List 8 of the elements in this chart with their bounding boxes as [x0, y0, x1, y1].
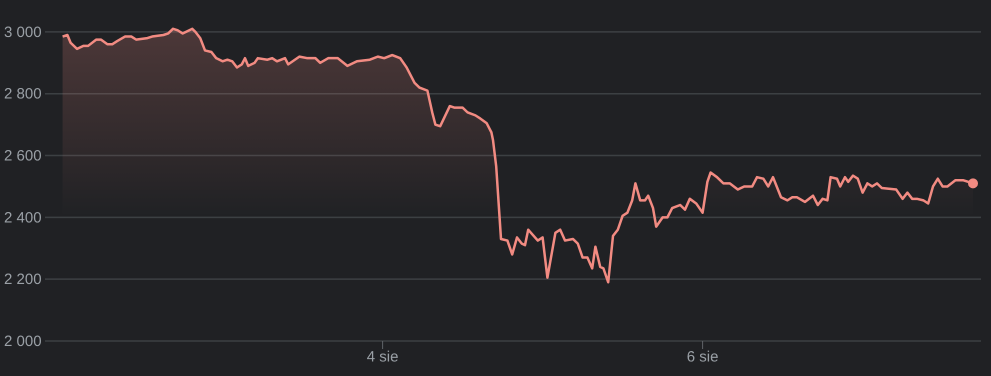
y-tick-label: 3 000 — [4, 24, 42, 41]
x-tick-label: 6 sie — [686, 348, 718, 366]
y-tick-label: 2 000 — [4, 333, 42, 350]
y-tick-label: 2 800 — [4, 86, 42, 103]
y-tick-label: 2 400 — [4, 209, 42, 226]
y-tick-label: 2 600 — [4, 148, 42, 165]
y-tick-label: 2 200 — [4, 271, 42, 288]
x-tick-label: 4 sie — [366, 348, 398, 366]
